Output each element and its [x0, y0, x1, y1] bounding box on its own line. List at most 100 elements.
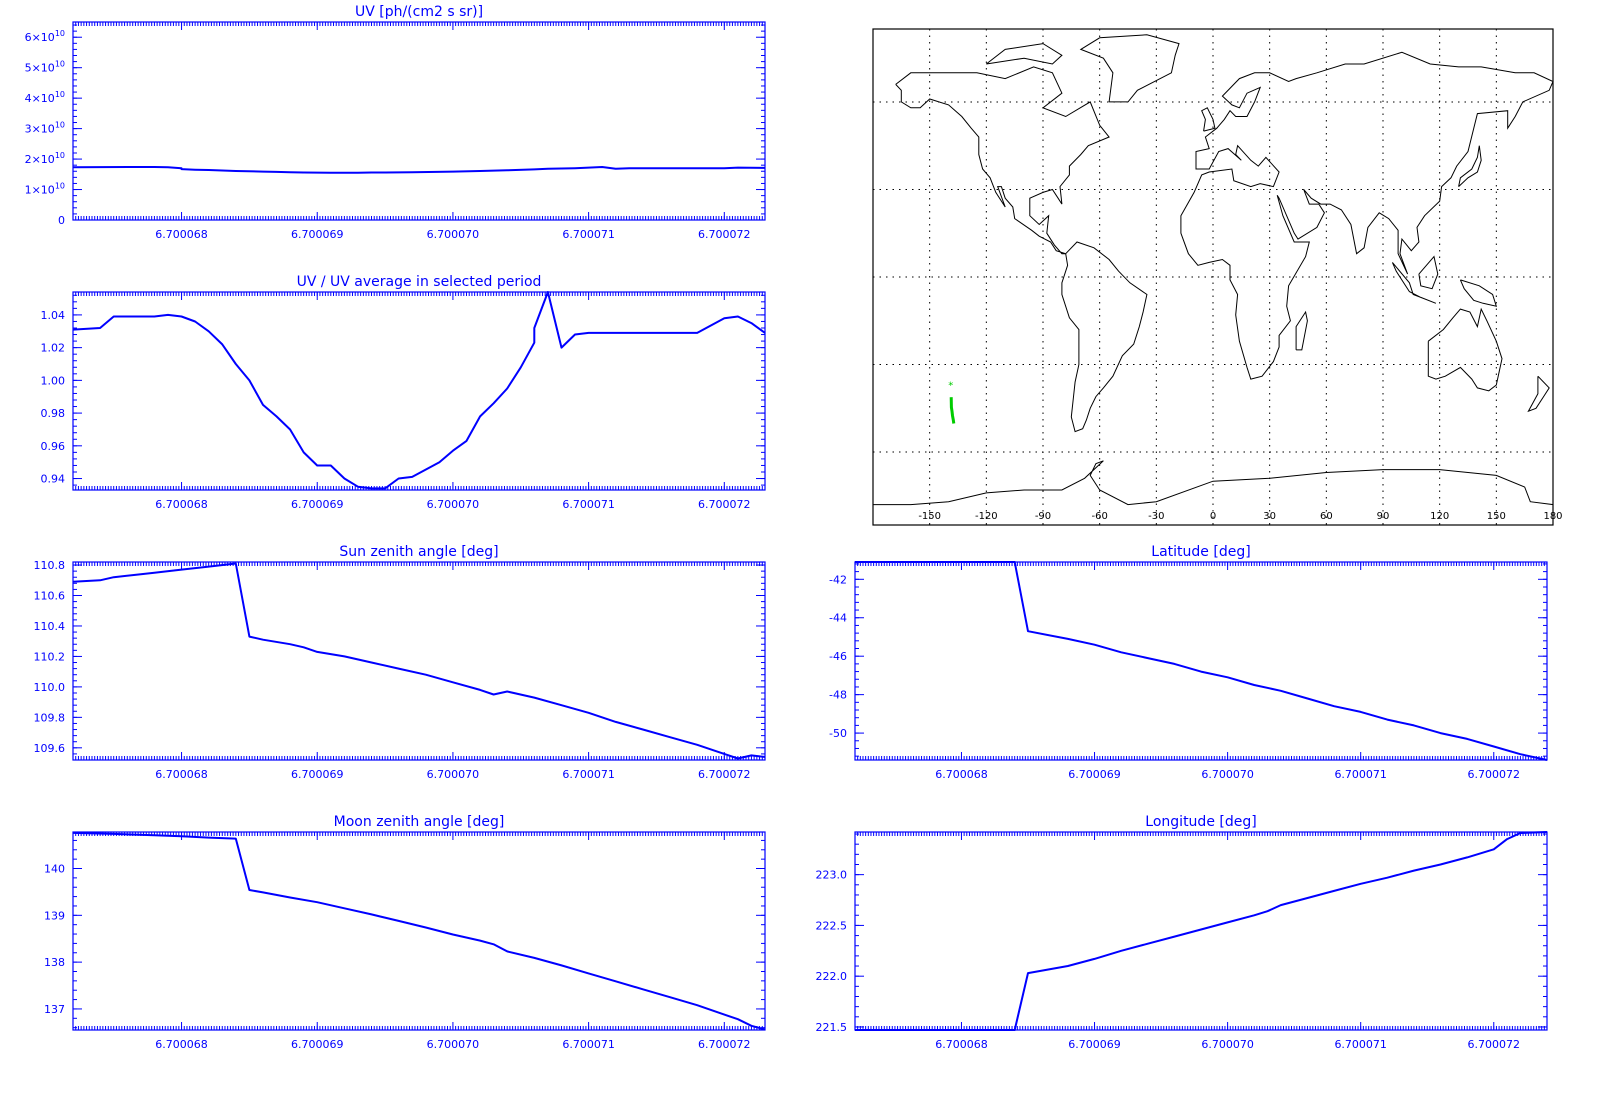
y-tick-label: 3×1010 [25, 121, 65, 136]
y-tick-label: 110.0 [34, 681, 66, 694]
y-tick-label: 222.5 [816, 919, 848, 932]
coastline-new-guinea [1459, 279, 1498, 307]
coastline-arctic-islands [985, 43, 1063, 65]
chart-panel-uv: UV [ph/(cm2 s sr)] 6.700068 6.700069 6.7000… [25, 4, 766, 241]
y-tick-label: 1.04 [41, 309, 66, 322]
y-tick-label: -46 [829, 650, 847, 663]
x-tick-label: 6.700071 [1334, 1038, 1387, 1051]
chart-panel-longitude: Longitude [deg] 6.700068 6.700069 6.700070 6… [816, 814, 1548, 1051]
y-tick-exponent: 10 [55, 151, 65, 160]
y-tick-label: 110.8 [34, 559, 66, 572]
x-tick-label: 6.700068 [155, 768, 208, 781]
map-lon-label: 120 [1430, 511, 1449, 522]
coastline-africa-eurasia [1180, 51, 1554, 380]
y-tick-exponent: 10 [55, 90, 65, 99]
plot-frame [72, 291, 766, 491]
chart-title: UV / UV average in selected period [297, 274, 542, 290]
plot-frame [854, 831, 1548, 1031]
map-lon-label: -30 [1148, 511, 1164, 522]
plot-frame [72, 831, 766, 1031]
y-tick-label: -42 [829, 573, 847, 586]
coastline-greenland [1079, 34, 1180, 103]
y-tick-label: -44 [829, 612, 847, 625]
chart-panel-moon_zenith: Moon zenith angle [deg] 6.700068 6.700069 6… [44, 814, 766, 1051]
chart-panel-sun_zenith: Sun zenith angle [deg] 6.700068 6.700069 6.… [34, 544, 766, 781]
y-tick-label: 137 [44, 1003, 65, 1016]
series-line-longitude [855, 831, 1548, 1031]
coastline-north-america [895, 66, 1110, 255]
x-tick-label: 6.700068 [155, 228, 208, 241]
y-tick-label: 138 [44, 956, 65, 969]
chart-panel-uv_ratio: UV / UV average in selected period 6.7000… [41, 274, 766, 511]
y-tick-label: 1×1010 [25, 182, 65, 197]
x-tick-label: 6.700069 [291, 498, 344, 511]
chart-title: Longitude [deg] [1145, 814, 1256, 830]
plot-frame [72, 561, 766, 761]
y-tick-exponent: 10 [55, 60, 65, 69]
coastline-antarctica [872, 460, 1554, 523]
x-tick-label: 6.700071 [562, 228, 615, 241]
x-tick-label: 6.700070 [427, 228, 480, 241]
x-tick-label: 6.700069 [1068, 768, 1121, 781]
y-tick-label: 0.96 [41, 440, 66, 453]
y-tick-mantissa: 5×10 [25, 62, 55, 75]
map-lon-label: 150 [1487, 511, 1506, 522]
chart-title: UV [ph/(cm2 s sr)] [355, 4, 483, 20]
series-line-latitude [855, 561, 1548, 761]
y-tick-label: 110.2 [34, 650, 66, 663]
y-tick-label: 109.6 [34, 742, 66, 755]
x-tick-label: 6.700072 [698, 498, 751, 511]
x-tick-label: 6.700068 [935, 1038, 988, 1051]
coastline-new-zealand [1527, 375, 1550, 413]
y-tick-label: 1.00 [41, 374, 66, 387]
coastline-australia [1427, 307, 1503, 392]
y-tick-mantissa: 1×10 [25, 184, 55, 197]
coastline-japan [1458, 145, 1482, 187]
y-tick-label: 223.0 [816, 869, 848, 882]
x-tick-label: 6.700072 [1468, 768, 1521, 781]
y-tick-label: 0 [58, 214, 65, 227]
series-line-uv [72, 166, 766, 174]
plot-frame [854, 561, 1548, 761]
y-tick-label: -48 [829, 689, 847, 702]
x-tick-label: 6.700068 [935, 768, 988, 781]
plot-frame [72, 21, 766, 221]
map-lon-label: 30 [1263, 511, 1276, 522]
series-line-uv_ratio [72, 291, 766, 490]
y-tick-exponent: 10 [55, 182, 65, 191]
coastline-indonesia [1391, 262, 1437, 304]
y-tick-label: 2×1010 [25, 151, 65, 166]
x-tick-label: 6.700070 [427, 498, 480, 511]
coastline-borneo [1418, 255, 1439, 290]
y-tick-exponent: 10 [55, 29, 65, 38]
x-tick-label: 6.700069 [1068, 1038, 1121, 1051]
y-tick-exponent: 10 [55, 121, 65, 130]
y-tick-label: -50 [829, 727, 847, 740]
map-lon-label: -120 [975, 511, 998, 522]
y-tick-label: 4×1010 [25, 90, 65, 105]
x-tick-label: 6.700069 [291, 228, 344, 241]
x-tick-label: 6.700070 [427, 768, 480, 781]
y-tick-mantissa: 0 [58, 214, 65, 227]
y-tick-mantissa: 3×10 [25, 123, 55, 136]
coastline-uk [1201, 107, 1216, 132]
x-tick-label: 6.700072 [698, 768, 751, 781]
map-lon-label: 60 [1320, 511, 1333, 522]
map-lon-label: 90 [1377, 511, 1390, 522]
map-lon-label: -150 [918, 511, 941, 522]
y-tick-label: 6×1010 [25, 29, 65, 44]
y-tick-label: 222.0 [816, 970, 848, 983]
y-tick-label: 110.4 [34, 620, 66, 633]
x-tick-label: 6.700071 [562, 498, 615, 511]
map-lon-label: 0 [1210, 511, 1216, 522]
y-tick-label: 109.8 [34, 711, 66, 724]
track-start-marker: * [948, 381, 953, 392]
x-tick-label: 6.700070 [1201, 1038, 1254, 1051]
y-tick-label: 1.02 [41, 342, 66, 355]
x-tick-label: 6.700068 [155, 1038, 208, 1051]
y-tick-label: 5×1010 [25, 60, 65, 75]
x-tick-label: 6.700068 [155, 498, 208, 511]
chart-title: Moon zenith angle [deg] [334, 814, 505, 830]
x-tick-label: 6.700070 [427, 1038, 480, 1051]
